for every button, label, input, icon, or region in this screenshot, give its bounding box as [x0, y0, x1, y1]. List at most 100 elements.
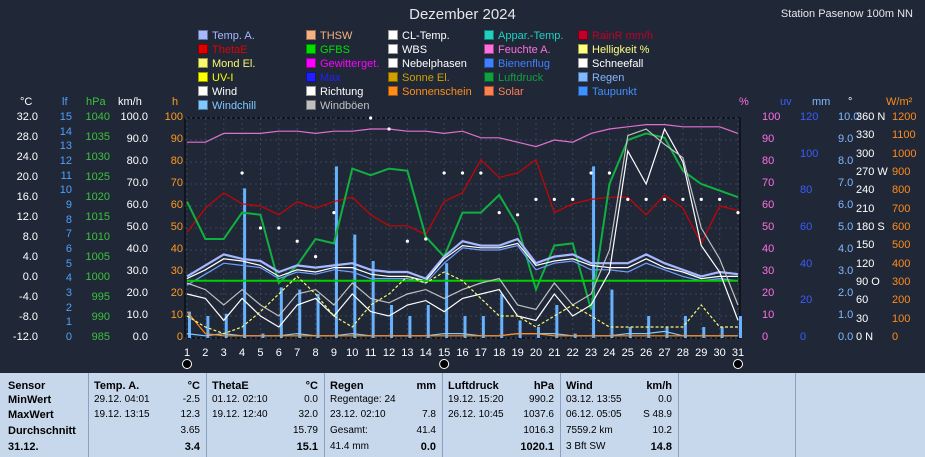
stats-header-unit: °C — [187, 380, 200, 392]
stats-current-text: 41.4 mm — [330, 441, 369, 452]
axis-tick-lf: 15 — [59, 111, 72, 123]
x-tick-label: 11 — [365, 347, 376, 359]
stats-header-unit: mm — [416, 380, 436, 392]
rain-bar — [518, 320, 522, 338]
stats-min-value: 0.0 — [304, 394, 318, 405]
legend-item: Luftdruck — [484, 72, 543, 86]
stats-column: Wind km/h 03.12. 13:55 0.0 06.12. 05:05 S 48.… — [561, 373, 679, 457]
stats-max-value: 32.0 — [298, 409, 318, 420]
x-tick-label: 26 — [640, 347, 652, 359]
legend-label: ThetaE — [212, 44, 248, 56]
axis-tick-mm: 7.0 — [838, 177, 854, 189]
direction-dot — [571, 197, 575, 201]
axis-tick-lf: 12 — [59, 155, 72, 167]
rain-bar — [555, 305, 559, 338]
rain-bar — [481, 316, 485, 338]
stats-header-name: Regen — [330, 380, 364, 392]
axis-tick-hpa: 1000 — [85, 271, 110, 283]
axis-tick-kmh: 60.0 — [126, 199, 148, 211]
axis-tick-temp: 28.0 — [16, 131, 38, 143]
axis-tick-lf: 1 — [65, 316, 72, 329]
axis-tick-mm: 2.0 — [838, 287, 854, 299]
axis-tick-mm: 0.0 — [838, 331, 854, 343]
legend-swatch — [578, 44, 588, 54]
axis-tick-kmh: 40.0 — [126, 243, 148, 255]
stats-header-name: Temp. A. — [94, 380, 140, 392]
axis-tick-kmh: 20.0 — [126, 287, 148, 299]
series-line — [186, 127, 739, 328]
direction-dot — [662, 197, 667, 201]
axis-tick-h: 10 — [170, 309, 183, 321]
axis-tick-wm2: 300 — [892, 276, 911, 288]
rain-bar — [243, 188, 247, 338]
axis-tick-lf: 13 — [59, 140, 72, 153]
direction-dot — [699, 197, 703, 201]
legend-swatch — [198, 30, 208, 40]
stats-current-value: 1020.1 — [520, 441, 554, 453]
stats-min-time: 29.12. 04:01 — [94, 394, 150, 405]
direction-dot — [479, 171, 483, 175]
axis-unit-temp: °C — [20, 96, 33, 108]
x-tick-label: 7 — [294, 347, 300, 359]
axis-tick-temp: 32.0 — [16, 111, 38, 123]
stats-header-name: Wind — [566, 380, 593, 392]
stats-avg-value: 41.4 — [416, 425, 436, 436]
x-tick-label: 10 — [346, 347, 358, 359]
label-avg: Durchschnitt — [8, 425, 76, 437]
axis-tick-kmh: 10.0 — [126, 309, 148, 321]
axis-tick-h: 80 — [170, 155, 183, 167]
stats-current-value: 15.1 — [296, 441, 318, 453]
x-axis: 1 2 3 4 5 6 7 8 9 10 11 12 13 14 15 16 17 18 19 20 21 22 23 24 2… — [182, 347, 744, 369]
rain-bar — [536, 327, 540, 338]
axis-tick-wm2: 200 — [892, 294, 911, 307]
legend-item: Sonnenschein — [388, 86, 472, 100]
x-tick-label: 1 — [184, 347, 190, 359]
x-tick-label: 12 — [383, 347, 395, 359]
chart-plot: 1 2 3 4 5 6 7 8 9 10 11 12 13 14 15 16 17 18 19 20 21 22 23 24 2… — [182, 116, 744, 369]
axis-unit-mm: mm — [812, 96, 831, 108]
axis-unit-wm2: W/m² — [886, 96, 913, 108]
legend-item: Bienenflug — [484, 58, 550, 72]
axis-tick-wm2: 600 — [892, 221, 911, 233]
rain-bar — [610, 289, 614, 338]
x-tick-label: 25 — [622, 347, 634, 359]
axis-tick-hpa: 1030 — [85, 151, 110, 163]
x-tick-label: 9 — [331, 347, 337, 359]
axis-tick-lf: 9 — [65, 199, 72, 211]
legend-item: Wind — [198, 86, 237, 100]
x-tick-label: 20 — [530, 347, 542, 359]
direction-dot — [313, 255, 318, 259]
axis-tick-lf: 14 — [59, 125, 72, 138]
x-tick-label: 6 — [276, 347, 282, 359]
legend-swatch — [306, 100, 316, 110]
label-current-date: 31.12. — [8, 441, 39, 453]
direction-dots — [240, 116, 740, 259]
axis-tick-h: 70 — [170, 177, 183, 189]
stats-avg-text: Gesamt: — [330, 425, 368, 436]
axis-tick-h: 30 — [170, 265, 183, 277]
legend-label: Regen — [592, 72, 625, 84]
stats-header-unit: km/h — [646, 380, 672, 392]
legend-swatch — [198, 58, 208, 68]
axis-unit-hpa: hPa — [86, 96, 106, 108]
axis-tick-deg: 360 N — [856, 111, 886, 123]
chart-title: Dezember 2024 — [409, 6, 516, 23]
direction-dot — [552, 197, 556, 201]
axis-tick-hpa: 1020 — [85, 191, 110, 203]
legend-label: Temp. A. — [212, 30, 255, 42]
stats-min-time: 01.12. 02:10 — [212, 394, 268, 405]
direction-dot — [497, 211, 501, 215]
rain-bar — [702, 327, 706, 338]
legend-item: Feuchte A. — [484, 44, 551, 58]
legend-label: Max — [320, 72, 341, 84]
axis-tick-uv: 120 — [800, 111, 819, 123]
stats-max-time: 06.12. 05:05 — [566, 409, 622, 420]
x-tick-label: 23 — [585, 347, 597, 359]
rain-bar — [683, 316, 687, 338]
stats-avg-text: 7559.2 km — [566, 425, 613, 436]
legend-label: Windchill — [212, 100, 257, 112]
axis-tick-kmh: 80.0 — [126, 155, 148, 167]
axis-tick-h: 50 — [170, 221, 183, 233]
row-labels: Sensor MinWert MaxWert Durchschnitt 31.1… — [0, 373, 89, 457]
rain-bar — [224, 313, 228, 338]
